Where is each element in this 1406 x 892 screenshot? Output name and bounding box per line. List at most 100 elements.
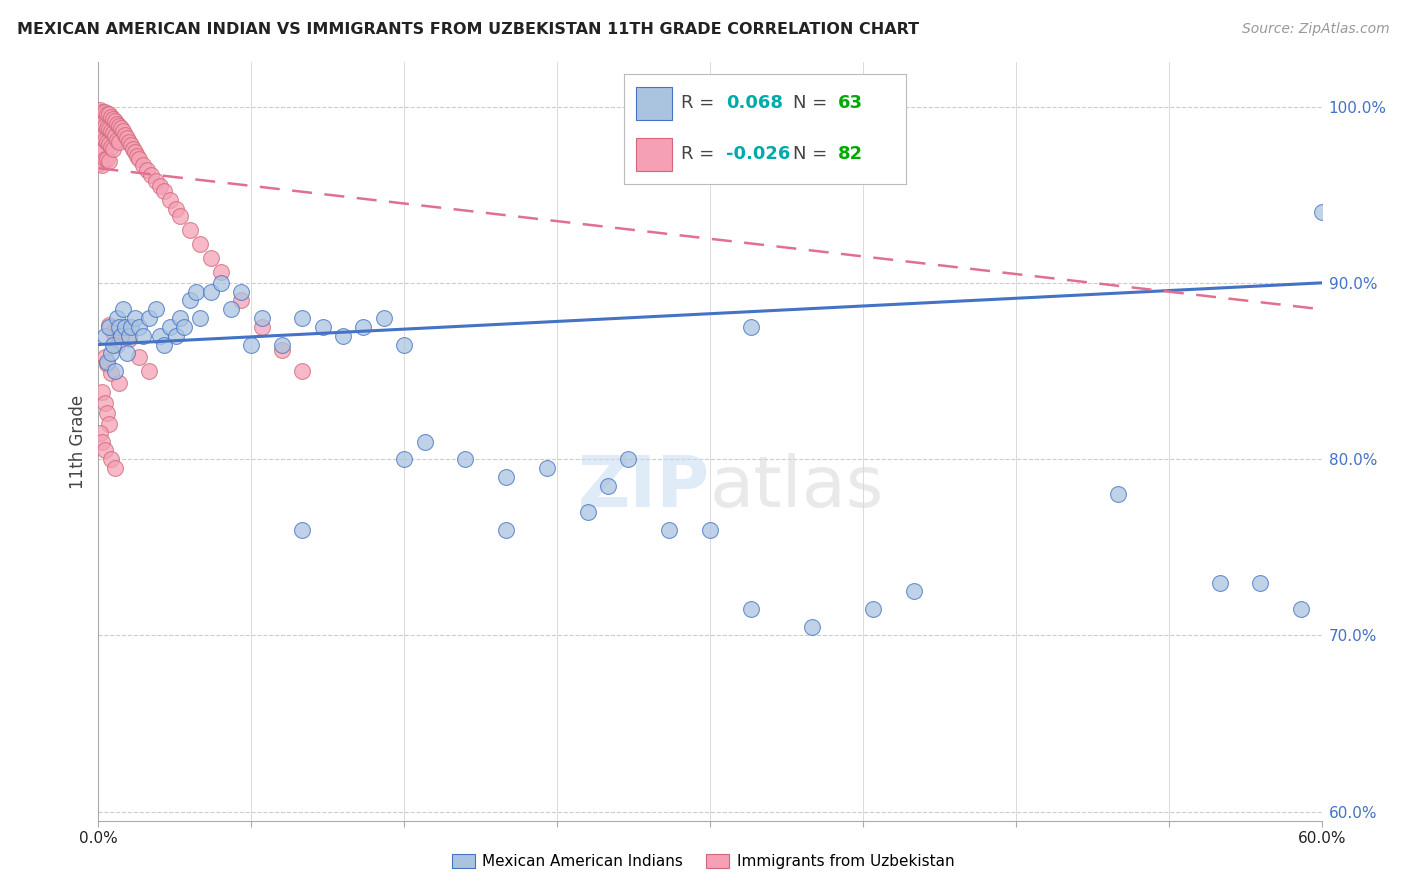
Point <box>104 113 127 128</box>
Point <box>209 276 232 290</box>
Point <box>159 193 181 207</box>
Point <box>115 131 138 145</box>
Point <box>352 320 374 334</box>
Y-axis label: 11th Grade: 11th Grade <box>69 394 87 489</box>
Point <box>100 366 122 380</box>
Point <box>110 120 132 135</box>
Point <box>96 153 118 167</box>
Point <box>97 154 120 169</box>
Point <box>124 311 146 326</box>
Point <box>91 434 114 449</box>
Point <box>1291 602 1313 616</box>
Point <box>312 320 335 334</box>
Point <box>149 328 172 343</box>
Point <box>93 153 115 167</box>
Point <box>188 237 212 252</box>
Point <box>91 385 114 400</box>
Point <box>89 425 111 440</box>
Point <box>186 285 208 299</box>
Point <box>495 470 517 484</box>
Point <box>291 523 314 537</box>
Point <box>115 346 138 360</box>
Point <box>104 461 127 475</box>
Point <box>1209 575 1232 590</box>
Point <box>96 135 118 149</box>
Point <box>118 332 141 346</box>
Point <box>101 337 124 351</box>
Point <box>159 320 181 334</box>
Point <box>108 320 131 334</box>
Point <box>96 406 118 420</box>
Point <box>108 135 131 149</box>
Point <box>132 158 155 172</box>
Point <box>110 328 132 343</box>
Point <box>231 285 253 299</box>
Point <box>576 505 599 519</box>
Text: Source: ZipAtlas.com: Source: ZipAtlas.com <box>1241 22 1389 37</box>
Point <box>89 144 111 158</box>
Point <box>97 320 120 334</box>
Point <box>96 106 118 120</box>
Point <box>145 302 167 317</box>
Point <box>101 325 124 339</box>
Point <box>209 265 232 279</box>
Point <box>93 350 115 364</box>
Point <box>152 337 174 351</box>
Point <box>141 169 163 183</box>
Point <box>291 311 314 326</box>
Point <box>250 320 273 334</box>
Point <box>97 122 120 136</box>
Point <box>101 142 124 156</box>
Point <box>332 328 354 343</box>
Legend: Mexican American Indians, Immigrants from Uzbekistan: Mexican American Indians, Immigrants fro… <box>446 848 960 875</box>
Point <box>111 124 134 138</box>
Point <box>699 523 721 537</box>
Point <box>105 133 128 147</box>
Point <box>392 452 416 467</box>
Point <box>93 443 115 458</box>
Point <box>219 302 242 317</box>
Point <box>104 129 127 144</box>
Point <box>152 184 174 198</box>
Point <box>124 145 146 160</box>
Point <box>91 129 114 144</box>
Point <box>392 337 416 351</box>
Point <box>100 124 122 138</box>
Point <box>454 452 477 467</box>
Point <box>89 156 111 170</box>
Point <box>97 136 120 151</box>
Point <box>114 128 136 142</box>
Point <box>179 293 201 308</box>
Point <box>598 478 620 492</box>
Text: MEXICAN AMERICAN INDIAN VS IMMIGRANTS FROM UZBEKISTAN 11TH GRADE CORRELATION CHA: MEXICAN AMERICAN INDIAN VS IMMIGRANTS FR… <box>17 22 920 37</box>
Point <box>108 376 131 391</box>
Point <box>169 209 191 223</box>
Point <box>105 337 128 351</box>
Point <box>145 173 167 187</box>
Point <box>100 110 122 124</box>
Point <box>111 302 134 317</box>
Point <box>93 104 115 119</box>
Point <box>231 293 253 308</box>
Point <box>250 311 273 326</box>
Point <box>91 158 114 172</box>
Point <box>138 311 160 326</box>
Point <box>97 417 120 431</box>
Point <box>96 357 118 371</box>
Point <box>93 328 115 343</box>
Point <box>200 251 222 265</box>
Point <box>105 117 128 131</box>
Point <box>165 328 187 343</box>
Point <box>188 311 212 326</box>
Point <box>862 602 884 616</box>
Point <box>495 523 517 537</box>
Point <box>93 119 115 133</box>
Point <box>1249 575 1271 590</box>
Point <box>100 346 122 360</box>
Point <box>270 337 294 351</box>
Point <box>1107 487 1129 501</box>
Point <box>801 620 824 634</box>
Point <box>536 461 558 475</box>
Point <box>118 135 141 149</box>
Point <box>903 584 925 599</box>
